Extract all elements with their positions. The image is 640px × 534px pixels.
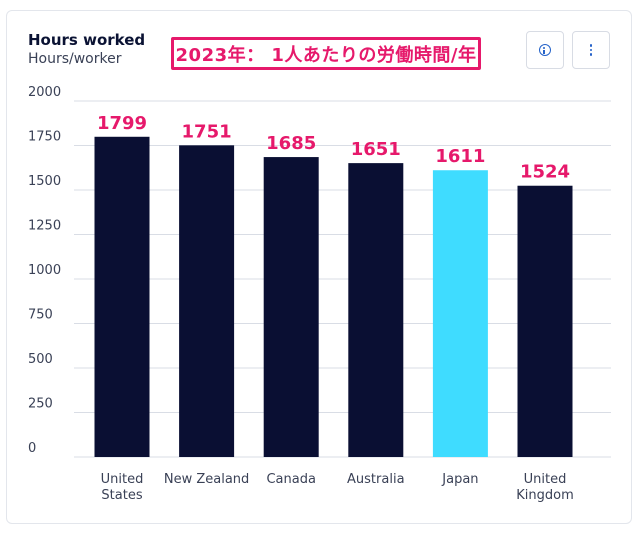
y-tick-label: 1000 xyxy=(28,263,61,278)
x-tick-label: Australia xyxy=(347,472,405,487)
x-tick-label: United States xyxy=(101,472,144,503)
data-labels: 1799 1751 1685 1651 1611 1524 xyxy=(97,113,570,183)
y-tick-label: 500 xyxy=(28,352,53,367)
more-vertical-icon xyxy=(589,44,593,56)
data-label: 1611 xyxy=(435,146,485,167)
data-label: 1651 xyxy=(351,139,401,160)
bars xyxy=(94,136,573,457)
y-tick-label: 1500 xyxy=(28,174,61,189)
data-label: 1685 xyxy=(266,133,316,154)
y-axis-ticks: 0 250 500 750 1000 1250 1500 1750 2000 xyxy=(28,85,61,456)
y-tick-label: 1250 xyxy=(28,219,61,234)
x-tick-label: United Kingdom xyxy=(516,472,574,503)
x-tick-label: Canada xyxy=(266,472,315,487)
bar[interactable] xyxy=(517,185,573,457)
bar[interactable] xyxy=(263,157,319,457)
chart-subtitle: Hours/worker xyxy=(28,51,122,67)
x-tick-label: New Zealand xyxy=(164,472,249,487)
y-tick-label: 750 xyxy=(28,308,53,323)
y-tick-label: 0 xyxy=(28,441,36,456)
y-tick-label: 250 xyxy=(28,397,53,412)
y-tick-label: 1750 xyxy=(28,130,61,145)
more-options-button[interactable] xyxy=(572,31,610,69)
info-button[interactable] xyxy=(526,31,564,69)
bar[interactable] xyxy=(432,170,488,457)
y-tick-label: 2000 xyxy=(28,85,61,100)
chart-title: Hours worked xyxy=(28,31,146,49)
annotation-label: 2023年： 1人あたりの労働時間/年 xyxy=(171,37,481,70)
info-icon xyxy=(539,44,551,56)
bar[interactable] xyxy=(348,163,404,457)
data-label: 1799 xyxy=(97,113,147,134)
data-label: 1524 xyxy=(520,162,570,183)
data-label: 1751 xyxy=(182,121,232,142)
bar[interactable] xyxy=(179,145,235,457)
bar[interactable] xyxy=(94,136,150,457)
x-tick-label: Japan xyxy=(441,472,478,487)
x-axis-ticks: United States New Zealand Canada Australia Ja… xyxy=(101,472,574,503)
